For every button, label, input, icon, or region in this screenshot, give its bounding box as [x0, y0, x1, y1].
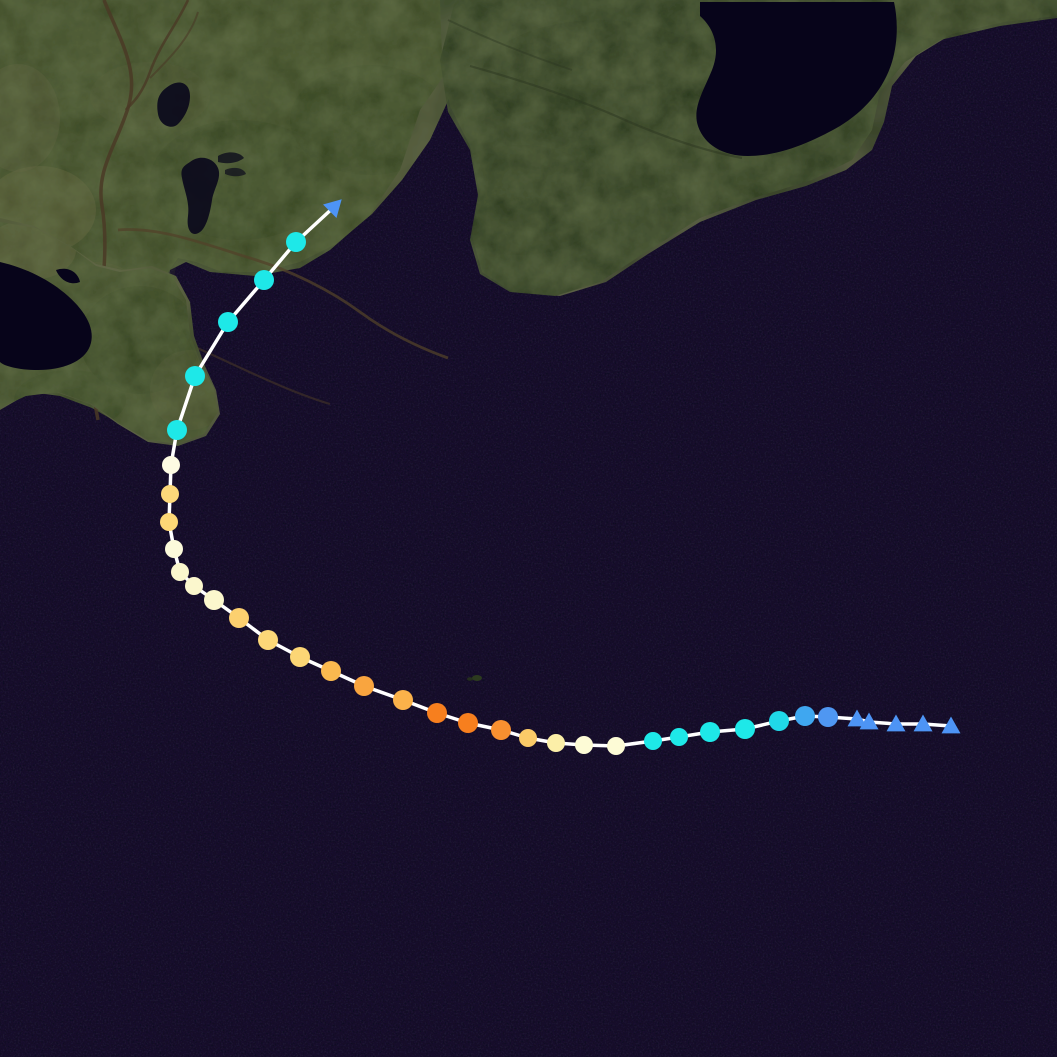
- highland-patch: [230, 10, 370, 70]
- southwestern-inlet: [0, 262, 92, 370]
- northern-lake: [157, 82, 190, 127]
- coastal-river: [447, 19, 573, 71]
- highland-patch: [0, 64, 60, 172]
- gulf-bay: [696, 2, 897, 156]
- reservoir-arm: [218, 152, 244, 164]
- coastal-river: [469, 64, 743, 160]
- river-branch: [149, 11, 199, 79]
- northern-tributary: [124, 0, 190, 111]
- coastal-inlet-notch: [56, 268, 80, 284]
- reservoir-arm: [225, 167, 246, 177]
- forest-patch: [480, 20, 720, 140]
